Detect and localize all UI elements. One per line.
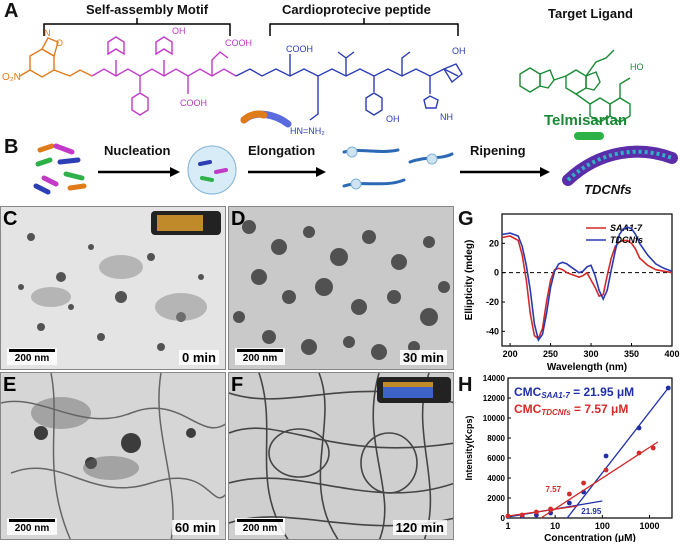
tem-panel-e: E 200 nm 60 min bbox=[0, 372, 226, 540]
svg-text:COOH: COOH bbox=[286, 44, 313, 54]
cmc-chart: 1 10 100 1000020004000600080001000012000140… bbox=[464, 374, 673, 542]
scale-bar-e: 200 nm bbox=[7, 518, 57, 535]
fit-line-high bbox=[566, 387, 669, 519]
y-tick-label: 8000 bbox=[487, 434, 505, 443]
panel-letter-h: H bbox=[458, 374, 473, 396]
data-point-tdcnfs bbox=[603, 467, 609, 473]
scale-bar-d: 200 nm bbox=[235, 348, 285, 365]
step-ripening: Ripening bbox=[470, 143, 526, 158]
svg-text:HN=NH₂: HN=NH₂ bbox=[290, 126, 325, 136]
step-elongation: Elongation bbox=[248, 143, 316, 158]
y-tick-label: 10000 bbox=[483, 414, 506, 423]
ligand-name: Telmisartan bbox=[544, 112, 628, 129]
svg-text:O: O bbox=[56, 38, 63, 48]
x-tick-label: 250 bbox=[543, 349, 558, 359]
svg-text:OH: OH bbox=[452, 46, 466, 56]
scale-bar-f: 200 nm bbox=[235, 518, 285, 535]
plot-frame bbox=[507, 377, 673, 519]
tem-panel-f: F 200 nm 120 min bbox=[228, 372, 454, 540]
cmc-annotation: CMCTDCNfs = 7.57 μM bbox=[514, 402, 628, 417]
cardioprotective-peptide-label: Cardioprotecive peptide bbox=[282, 2, 431, 17]
y-tick-label: 2000 bbox=[487, 494, 505, 503]
panel-letter-a: A bbox=[4, 0, 19, 22]
svg-text:OH: OH bbox=[172, 26, 186, 36]
panel-letter-g: G bbox=[458, 208, 474, 230]
data-point-tdcnfs bbox=[581, 480, 586, 486]
data-point-tdcnfs bbox=[650, 445, 656, 451]
x-axis-label: Concentration (μM) bbox=[544, 533, 636, 542]
svg-text:N: N bbox=[44, 28, 51, 38]
x-tick-label: 400 bbox=[664, 349, 679, 359]
x-tick-label: 100 bbox=[595, 521, 610, 531]
series-line-tdcnfs bbox=[501, 226, 673, 342]
target-ligand-label: Target Ligand bbox=[548, 6, 633, 21]
fit-line-low bbox=[507, 505, 578, 517]
ligand-pill-icon bbox=[574, 132, 604, 140]
svg-text:HO: HO bbox=[630, 62, 644, 72]
y-tick-label: 6000 bbox=[487, 454, 505, 463]
data-point-tdcnfs bbox=[636, 450, 642, 456]
legend-entry: TDCNfs bbox=[610, 235, 643, 245]
tem-image-f bbox=[229, 373, 453, 539]
x-tick-label: 1 bbox=[505, 521, 510, 531]
svg-text:COOH: COOH bbox=[225, 38, 252, 48]
data-point-saa1-7 bbox=[603, 453, 609, 459]
y-tick-label: 14000 bbox=[483, 374, 506, 383]
assembly-scheme bbox=[33, 143, 678, 195]
data-point-tdcnfs bbox=[505, 513, 511, 519]
data-point-tdcnfs bbox=[533, 509, 539, 515]
y-axis-label: Intensity(Kcps) bbox=[464, 415, 474, 480]
x-tick-label: 350 bbox=[624, 349, 639, 359]
cmc-annotation: CMCSAA1-7 = 21.95 μM bbox=[514, 385, 634, 400]
intersection-label: 21.95 bbox=[581, 507, 602, 516]
x-tick-label: 200 bbox=[503, 349, 518, 359]
scale-bar-c: 200 nm bbox=[7, 348, 57, 365]
panel-letter-b: B bbox=[4, 136, 19, 158]
x-tick-label: 1000 bbox=[639, 521, 659, 531]
series-line-saa1-7 bbox=[501, 235, 673, 340]
y-tick-label: 12000 bbox=[483, 394, 506, 403]
y-tick-label: 0 bbox=[494, 268, 499, 278]
svg-text:OH: OH bbox=[386, 114, 400, 124]
panel-letter-e: E bbox=[3, 374, 17, 396]
svg-text:NH: NH bbox=[440, 112, 453, 122]
data-point-tdcnfs bbox=[519, 512, 525, 518]
y-tick-label: 4000 bbox=[487, 474, 505, 483]
time-label-e: 60 min bbox=[171, 520, 219, 535]
data-point-saa1-7 bbox=[636, 425, 642, 431]
data-point-tdcnfs bbox=[548, 506, 553, 512]
x-tick-label: 300 bbox=[584, 349, 599, 359]
self-assembly-motif-label: Self-assembly Motif bbox=[86, 2, 209, 17]
y-tick-label: 20 bbox=[489, 238, 499, 248]
plot-frame bbox=[501, 213, 673, 347]
time-label-f: 120 min bbox=[392, 520, 447, 535]
panel-letter-f: F bbox=[231, 374, 244, 396]
panel-letter-d: D bbox=[231, 208, 246, 230]
step-nucleation: Nucleation bbox=[104, 143, 171, 158]
cd-spectrum-chart: 200 250 300 350 400 -40 -20 0 20 Wavelength (nm) E… bbox=[464, 213, 680, 373]
time-label-c: 0 min bbox=[179, 350, 219, 365]
svg-text:COOH: COOH bbox=[180, 98, 207, 108]
data-point-saa1-7 bbox=[665, 385, 671, 391]
data-point-saa1-7 bbox=[566, 500, 572, 506]
chemical-structure: O₂N N O OH COOH COOH COOH HN=NH₂ OH NH O… bbox=[2, 18, 644, 136]
time-label-d: 30 min bbox=[399, 350, 447, 365]
panel-letter-c: C bbox=[3, 208, 18, 230]
y-tick-label: -20 bbox=[486, 297, 499, 307]
tem-image-e bbox=[1, 373, 225, 539]
x-tick-label: 10 bbox=[550, 521, 560, 531]
data-point-tdcnfs bbox=[566, 491, 572, 497]
x-axis-label: Wavelength (nm) bbox=[547, 362, 627, 373]
product-label: TDCNfs bbox=[584, 182, 632, 197]
tem-image-d bbox=[229, 207, 453, 369]
intersection-label: 7.57 bbox=[545, 485, 561, 494]
y-tick-label: -40 bbox=[486, 326, 499, 336]
tem-image-c bbox=[1, 207, 225, 369]
tem-panel-d: D 200 nm 30 min bbox=[228, 206, 454, 370]
svg-text:O₂N: O₂N bbox=[2, 72, 21, 83]
y-axis-label: Ellipticity (mdeg) bbox=[464, 240, 475, 321]
y-tick-label: 0 bbox=[501, 514, 506, 523]
tem-panel-c: C 200 nm 0 min bbox=[0, 206, 226, 370]
